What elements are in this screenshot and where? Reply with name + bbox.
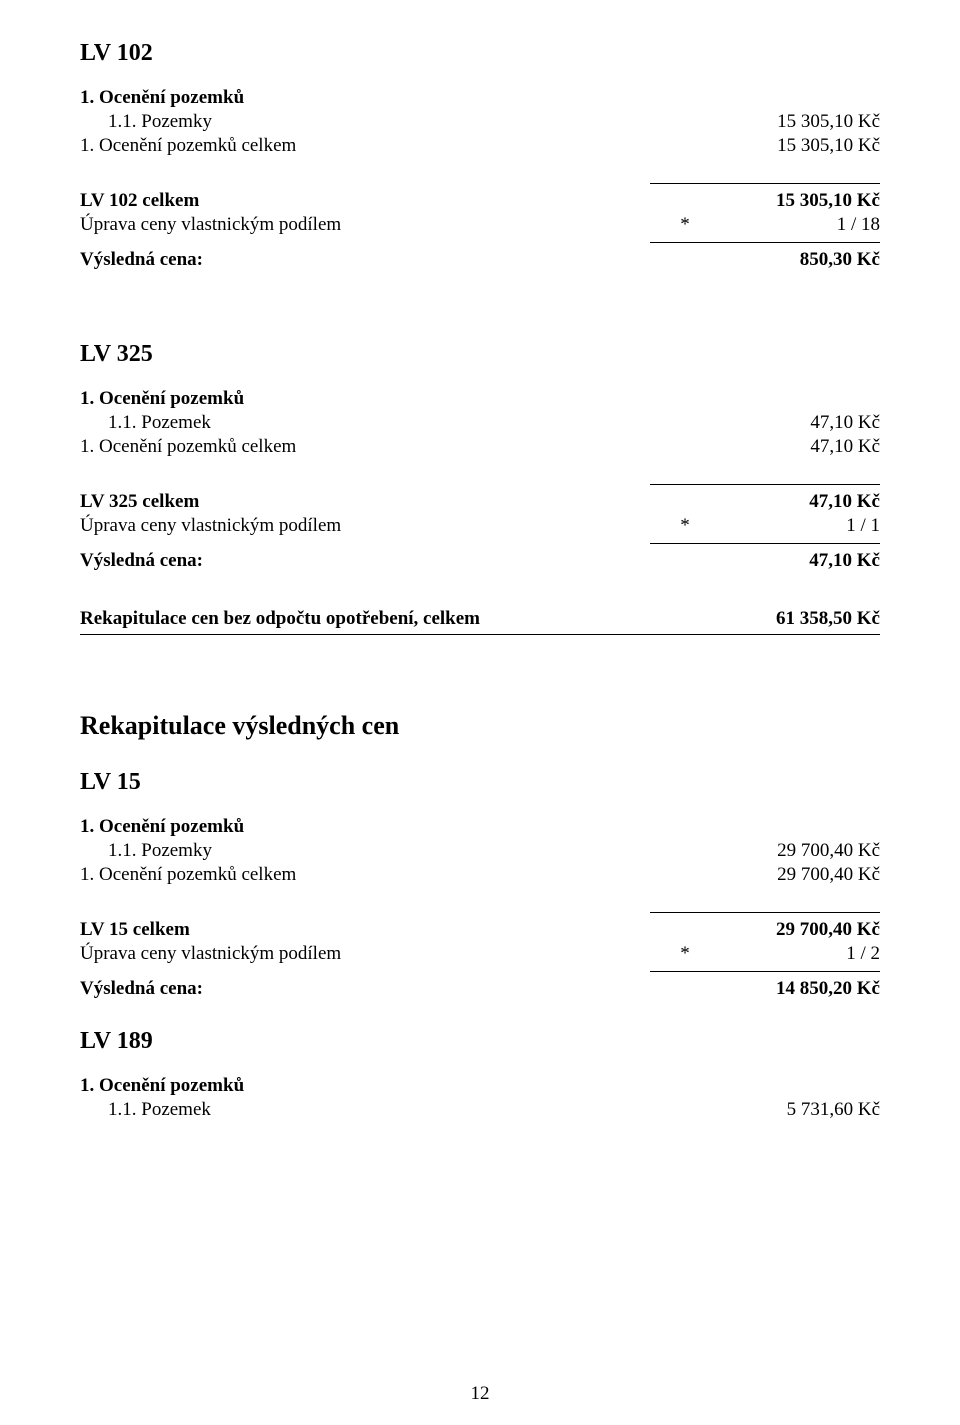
lv15-rule-bottom [80, 971, 880, 972]
lv325-subitem-value: 47,10 Kč [700, 412, 880, 434]
lv102-uprava-label: Úprava ceny vlastnickým podílem [80, 214, 670, 236]
lv15-total-value: 29 700,40 Kč [700, 864, 880, 886]
lv325-total-label: 1. Ocenění pozemků celkem [80, 436, 670, 458]
lv325-celkem-label: LV 325 celkem [80, 491, 670, 513]
lv325-heading: LV 325 [80, 341, 880, 368]
lv102-celkem-value: 15 305,10 Kč [700, 190, 880, 212]
document-page: LV 102 1. Ocenění pozemků 1.1. Pozemky 1… [0, 0, 960, 1425]
lv15-celkem-value: 29 700,40 Kč [700, 919, 880, 941]
lv102-uprava-row: Úprava ceny vlastnickým podílem * 1 / 18 [80, 214, 880, 236]
lv15-total-label: 1. Ocenění pozemků celkem [80, 864, 670, 886]
lv102-subitem-value: 15 305,10 Kč [700, 111, 880, 133]
lv102-result-row: Výsledná cena: 850,30 Kč [80, 249, 880, 271]
lv15-uprava-star: * [670, 943, 700, 965]
lv189-subitem-row: 1.1. Pozemek 5 731,60 Kč [80, 1099, 880, 1121]
lv189-item-title: 1. Ocenění pozemků [80, 1075, 880, 1097]
lv102-subitem-label: 1.1. Pozemky [80, 111, 670, 133]
lv325-uprava-star: * [670, 515, 700, 537]
lv325-result-label: Výsledná cena: [80, 550, 670, 572]
lv102-celkem-label: LV 102 celkem [80, 190, 670, 212]
lv325-uprava-value: 1 / 1 [700, 515, 880, 537]
lv325-uprava-label: Úprava ceny vlastnickým podílem [80, 515, 670, 537]
lv15-result-value: 14 850,20 Kč [700, 978, 880, 1000]
lv325-result-value: 47,10 Kč [700, 550, 880, 572]
lv325-item-title: 1. Ocenění pozemků [80, 388, 880, 410]
lv15-heading: LV 15 [80, 769, 880, 796]
lv15-subitem-label: 1.1. Pozemky [80, 840, 670, 862]
lv189-subitem-label: 1.1. Pozemek [80, 1099, 670, 1121]
lv102-total-value: 15 305,10 Kč [700, 135, 880, 157]
recap-no-wear-row: Rekapitulace cen bez odpočtu opotřebení,… [80, 608, 880, 630]
lv15-result-label: Výsledná cena: [80, 978, 670, 1000]
lv102-uprava-star: * [670, 214, 700, 236]
lv102-heading: LV 102 [80, 40, 880, 67]
page-number: 12 [0, 1383, 960, 1405]
lv15-uprava-value: 1 / 2 [700, 943, 880, 965]
lv325-result-row: Výsledná cena: 47,10 Kč [80, 550, 880, 572]
lv325-rule-bottom [80, 543, 880, 544]
lv325-subitem-row: 1.1. Pozemek 47,10 Kč [80, 412, 880, 434]
lv102-celkem-row: LV 102 celkem 15 305,10 Kč [80, 190, 880, 212]
lv325-celkem-value: 47,10 Kč [700, 491, 880, 513]
lv102-rule-bottom [80, 242, 880, 243]
recap-no-wear-value: 61 358,50 Kč [700, 608, 880, 630]
lv102-subitem-row: 1.1. Pozemky 15 305,10 Kč [80, 111, 880, 133]
lv189-subitem-value: 5 731,60 Kč [700, 1099, 880, 1121]
lv325-rule-top [80, 484, 880, 485]
lv15-subitem-value: 29 700,40 Kč [700, 840, 880, 862]
lv102-total-row: 1. Ocenění pozemků celkem 15 305,10 Kč [80, 135, 880, 157]
lv15-item-title: 1. Ocenění pozemků [80, 816, 880, 838]
lv15-total-row: 1. Ocenění pozemků celkem 29 700,40 Kč [80, 864, 880, 886]
lv102-rule-top [80, 183, 880, 184]
lv102-item-title: 1. Ocenění pozemků [80, 87, 880, 109]
lv102-total-label: 1. Ocenění pozemků celkem [80, 135, 670, 157]
recap-no-wear-label: Rekapitulace cen bez odpočtu opotřebení,… [80, 608, 670, 630]
lv15-celkem-row: LV 15 celkem 29 700,40 Kč [80, 919, 880, 941]
lv15-uprava-label: Úprava ceny vlastnickým podílem [80, 943, 670, 965]
lv102-result-label: Výsledná cena: [80, 249, 670, 271]
lv325-uprava-row: Úprava ceny vlastnickým podílem * 1 / 1 [80, 515, 880, 537]
lv15-uprava-row: Úprava ceny vlastnickým podílem * 1 / 2 [80, 943, 880, 965]
lv15-subitem-row: 1.1. Pozemky 29 700,40 Kč [80, 840, 880, 862]
recap-final-heading: Rekapitulace výsledných cen [80, 711, 880, 741]
lv102-uprava-value: 1 / 18 [700, 214, 880, 236]
lv15-rule-top [80, 912, 880, 913]
lv325-total-row: 1. Ocenění pozemků celkem 47,10 Kč [80, 436, 880, 458]
lv15-result-row: Výsledná cena: 14 850,20 Kč [80, 978, 880, 1000]
lv325-celkem-row: LV 325 celkem 47,10 Kč [80, 491, 880, 513]
lv325-total-value: 47,10 Kč [700, 436, 880, 458]
lv15-celkem-label: LV 15 celkem [80, 919, 670, 941]
lv325-subitem-label: 1.1. Pozemek [80, 412, 670, 434]
lv102-result-value: 850,30 Kč [700, 249, 880, 271]
lv189-heading: LV 189 [80, 1028, 880, 1055]
